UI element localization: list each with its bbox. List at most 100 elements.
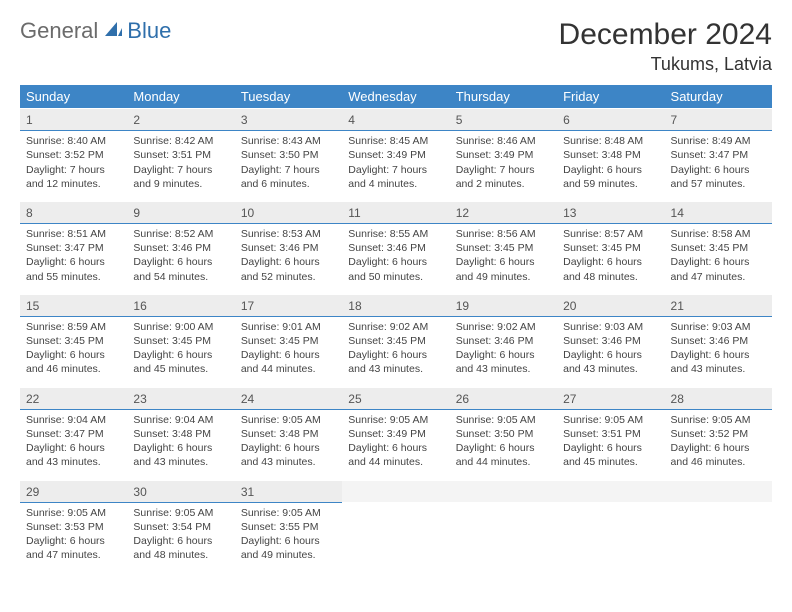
sunset-text: Sunset: 3:45 PM [348, 334, 443, 348]
day-content-cell: Sunrise: 8:51 AMSunset: 3:47 PMDaylight:… [20, 224, 127, 295]
day-number: 23 [133, 392, 146, 406]
day-number-cell: 14 [665, 201, 772, 223]
daylight-text: Daylight: 6 hours and 48 minutes. [133, 534, 228, 562]
day-content-cell [557, 502, 664, 572]
sunrise-text: Sunrise: 9:01 AM [241, 320, 336, 334]
day-number: 21 [671, 299, 684, 313]
sunset-text: Sunset: 3:51 PM [563, 427, 658, 441]
day-number-cell: 7 [665, 109, 772, 131]
day-content-cell: Sunrise: 8:53 AMSunset: 3:46 PMDaylight:… [235, 224, 342, 295]
day-content-cell: Sunrise: 9:05 AMSunset: 3:54 PMDaylight:… [127, 502, 234, 572]
day-number-cell: 2 [127, 109, 234, 131]
sunrise-text: Sunrise: 8:59 AM [26, 320, 121, 334]
sunset-text: Sunset: 3:46 PM [348, 241, 443, 255]
weekday-header: Tuesday [235, 85, 342, 109]
weekday-header: Thursday [450, 85, 557, 109]
day-number: 5 [456, 113, 463, 127]
day-number-cell: 23 [127, 387, 234, 409]
sunrise-text: Sunrise: 9:05 AM [241, 413, 336, 427]
day-content-cell: Sunrise: 9:03 AMSunset: 3:46 PMDaylight:… [557, 316, 664, 387]
day-number: 28 [671, 392, 684, 406]
daylight-text: Daylight: 6 hours and 44 minutes. [348, 441, 443, 469]
sunset-text: Sunset: 3:47 PM [671, 148, 766, 162]
weekday-header: Saturday [665, 85, 772, 109]
sunset-text: Sunset: 3:49 PM [456, 148, 551, 162]
day-content-cell: Sunrise: 9:02 AMSunset: 3:46 PMDaylight:… [450, 316, 557, 387]
daylight-text: Daylight: 6 hours and 44 minutes. [456, 441, 551, 469]
day-content-row: Sunrise: 8:59 AMSunset: 3:45 PMDaylight:… [20, 316, 772, 387]
sunset-text: Sunset: 3:52 PM [671, 427, 766, 441]
day-content-cell: Sunrise: 8:45 AMSunset: 3:49 PMDaylight:… [342, 131, 449, 202]
sunrise-text: Sunrise: 8:48 AM [563, 134, 658, 148]
daylight-text: Daylight: 6 hours and 43 minutes. [348, 348, 443, 376]
sunrise-text: Sunrise: 8:46 AM [456, 134, 551, 148]
daylight-text: Daylight: 6 hours and 50 minutes. [348, 255, 443, 283]
day-number: 20 [563, 299, 576, 313]
sunrise-text: Sunrise: 8:40 AM [26, 134, 121, 148]
day-content-cell: Sunrise: 8:49 AMSunset: 3:47 PMDaylight:… [665, 131, 772, 202]
weekday-header: Sunday [20, 85, 127, 109]
day-number: 13 [563, 206, 576, 220]
day-content-cell: Sunrise: 8:40 AMSunset: 3:52 PMDaylight:… [20, 131, 127, 202]
sunrise-text: Sunrise: 8:45 AM [348, 134, 443, 148]
sunset-text: Sunset: 3:45 PM [456, 241, 551, 255]
sunrise-text: Sunrise: 9:05 AM [348, 413, 443, 427]
day-number-cell: 11 [342, 201, 449, 223]
day-number-cell [665, 480, 772, 502]
day-content-cell: Sunrise: 8:48 AMSunset: 3:48 PMDaylight:… [557, 131, 664, 202]
day-number-cell: 26 [450, 387, 557, 409]
day-number-cell: 31 [235, 480, 342, 502]
day-number-cell: 10 [235, 201, 342, 223]
daylight-text: Daylight: 6 hours and 46 minutes. [26, 348, 121, 376]
daylight-text: Daylight: 7 hours and 6 minutes. [241, 163, 336, 191]
day-number: 15 [26, 299, 39, 313]
day-content-cell: Sunrise: 8:52 AMSunset: 3:46 PMDaylight:… [127, 224, 234, 295]
sunrise-text: Sunrise: 8:49 AM [671, 134, 766, 148]
day-number-cell: 4 [342, 109, 449, 131]
sunrise-text: Sunrise: 9:05 AM [456, 413, 551, 427]
daylight-text: Daylight: 6 hours and 43 minutes. [563, 348, 658, 376]
page-header: General Blue December 2024 Tukums, Latvi… [20, 18, 772, 75]
sunrise-text: Sunrise: 9:00 AM [133, 320, 228, 334]
day-content-cell [342, 502, 449, 572]
brand-sail-icon [103, 20, 123, 43]
sunrise-text: Sunrise: 9:02 AM [456, 320, 551, 334]
day-number-cell: 3 [235, 109, 342, 131]
day-number-cell: 19 [450, 294, 557, 316]
sunset-text: Sunset: 3:45 PM [671, 241, 766, 255]
daylight-text: Daylight: 6 hours and 44 minutes. [241, 348, 336, 376]
sunset-text: Sunset: 3:48 PM [563, 148, 658, 162]
sunset-text: Sunset: 3:48 PM [133, 427, 228, 441]
day-number: 19 [456, 299, 469, 313]
brand-text-blue: Blue [127, 18, 171, 44]
day-number-cell: 27 [557, 387, 664, 409]
daylight-text: Daylight: 7 hours and 12 minutes. [26, 163, 121, 191]
day-content-cell [450, 502, 557, 572]
daylight-text: Daylight: 6 hours and 43 minutes. [671, 348, 766, 376]
day-content-cell: Sunrise: 9:03 AMSunset: 3:46 PMDaylight:… [665, 316, 772, 387]
sunset-text: Sunset: 3:49 PM [348, 427, 443, 441]
day-number-cell: 29 [20, 480, 127, 502]
day-content-cell: Sunrise: 9:05 AMSunset: 3:51 PMDaylight:… [557, 409, 664, 480]
sunset-text: Sunset: 3:55 PM [241, 520, 336, 534]
day-content-cell: Sunrise: 9:05 AMSunset: 3:53 PMDaylight:… [20, 502, 127, 572]
weekday-header: Monday [127, 85, 234, 109]
day-number: 16 [133, 299, 146, 313]
sunrise-text: Sunrise: 8:42 AM [133, 134, 228, 148]
day-number: 10 [241, 206, 254, 220]
sunset-text: Sunset: 3:49 PM [348, 148, 443, 162]
daylight-text: Daylight: 6 hours and 59 minutes. [563, 163, 658, 191]
day-content-cell: Sunrise: 8:57 AMSunset: 3:45 PMDaylight:… [557, 224, 664, 295]
day-number-cell: 17 [235, 294, 342, 316]
day-number: 1 [26, 113, 33, 127]
daylight-text: Daylight: 6 hours and 43 minutes. [241, 441, 336, 469]
sunset-text: Sunset: 3:45 PM [563, 241, 658, 255]
day-number: 4 [348, 113, 355, 127]
day-content-cell: Sunrise: 8:55 AMSunset: 3:46 PMDaylight:… [342, 224, 449, 295]
day-number-cell: 18 [342, 294, 449, 316]
day-number-cell: 24 [235, 387, 342, 409]
day-content-cell: Sunrise: 8:43 AMSunset: 3:50 PMDaylight:… [235, 131, 342, 202]
sunset-text: Sunset: 3:47 PM [26, 241, 121, 255]
day-number-row: 293031 [20, 480, 772, 502]
day-number: 29 [26, 485, 39, 499]
